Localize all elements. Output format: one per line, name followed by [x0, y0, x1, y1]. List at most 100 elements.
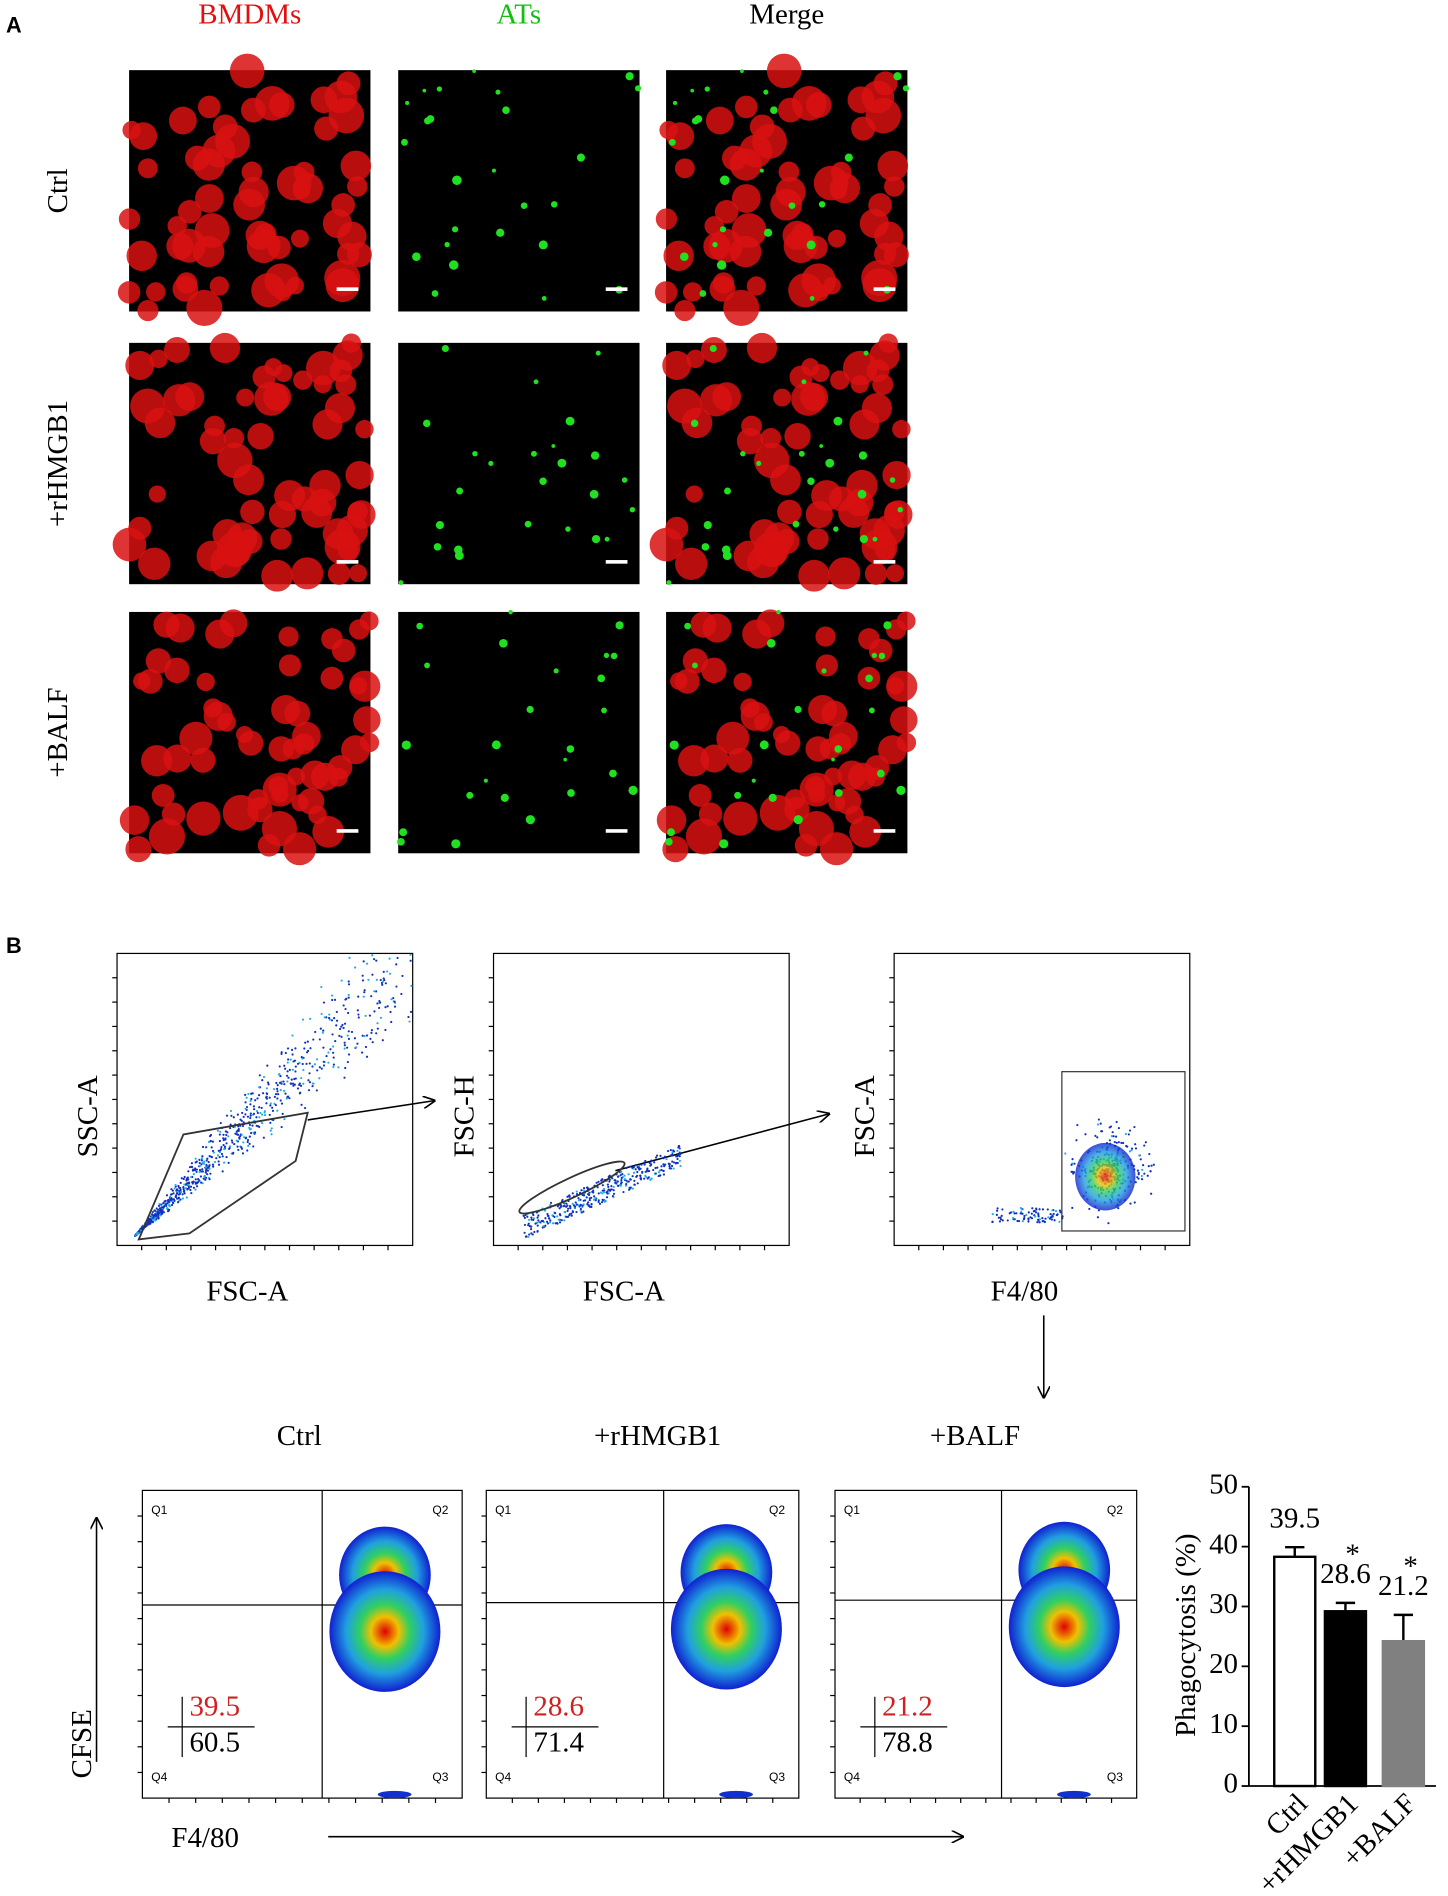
event	[308, 1072, 311, 1075]
event	[292, 1084, 295, 1087]
event	[288, 1097, 291, 1100]
cell	[337, 539, 359, 561]
event	[329, 1048, 332, 1051]
event	[999, 1218, 1003, 1221]
event	[536, 1229, 539, 1233]
event	[339, 1027, 342, 1031]
column-header: ATs	[497, 0, 542, 31]
event	[545, 1220, 549, 1223]
cell	[830, 370, 850, 390]
event	[669, 1148, 672, 1152]
event	[679, 1164, 682, 1168]
quadrant-label: Q4	[844, 1770, 860, 1784]
bead	[466, 791, 474, 799]
event	[568, 1214, 571, 1217]
event	[335, 1019, 339, 1022]
event	[371, 1041, 374, 1044]
event	[1126, 1145, 1129, 1148]
scale-bar	[873, 829, 896, 833]
event	[182, 1177, 185, 1181]
cell	[723, 801, 758, 836]
event	[530, 1216, 533, 1219]
cell	[731, 184, 761, 213]
cell	[177, 199, 202, 224]
event	[1099, 1122, 1102, 1125]
event	[574, 1201, 577, 1204]
event	[675, 1155, 678, 1158]
event	[1058, 1220, 1061, 1223]
event	[232, 1151, 235, 1154]
axis-label: FSC-H	[449, 1075, 481, 1157]
y-axis-label: Phagocytosis (%)	[1170, 1533, 1202, 1736]
event	[676, 1161, 679, 1165]
event	[643, 1177, 646, 1180]
cell	[137, 668, 163, 694]
bead	[567, 789, 575, 797]
event	[198, 1168, 202, 1172]
bead	[435, 521, 444, 530]
event	[363, 991, 366, 994]
event	[250, 1131, 253, 1135]
cell	[141, 745, 173, 777]
event	[147, 1221, 150, 1224]
axis-label: SSC-A	[72, 1075, 104, 1157]
event	[1070, 1163, 1073, 1166]
cell	[212, 114, 238, 140]
event	[280, 1102, 284, 1105]
bead	[798, 450, 805, 457]
event	[243, 1136, 246, 1139]
bead	[858, 451, 868, 460]
event	[559, 1214, 562, 1217]
event	[246, 1149, 249, 1152]
cell	[332, 340, 363, 371]
cell	[733, 672, 752, 692]
event	[592, 1198, 596, 1201]
bead	[491, 168, 496, 173]
event	[1117, 1126, 1120, 1130]
axis-label: FSC-A	[583, 1275, 665, 1307]
quadrant-label: Q4	[151, 1770, 167, 1784]
event	[672, 1167, 675, 1170]
event	[1129, 1202, 1132, 1205]
bead	[416, 622, 424, 630]
event	[557, 1218, 560, 1221]
event	[227, 1161, 230, 1164]
event	[540, 1219, 543, 1223]
cell	[824, 767, 842, 786]
event	[300, 1103, 303, 1106]
cell	[828, 557, 861, 590]
bead	[876, 769, 885, 778]
event	[636, 1182, 639, 1185]
event	[527, 1224, 530, 1227]
cell	[125, 836, 152, 863]
cell	[223, 427, 245, 449]
event	[611, 1177, 614, 1180]
event	[639, 1177, 642, 1180]
event	[676, 1149, 679, 1152]
event	[346, 1034, 349, 1037]
event	[206, 1169, 210, 1172]
event	[530, 1228, 533, 1231]
event	[255, 1124, 258, 1127]
micrograph	[119, 609, 381, 866]
event	[546, 1212, 549, 1216]
event	[571, 1192, 574, 1195]
event	[346, 1046, 349, 1049]
event	[205, 1146, 208, 1149]
cell	[340, 150, 372, 182]
event	[318, 1066, 321, 1069]
event	[237, 1148, 240, 1152]
event	[597, 1180, 600, 1183]
event	[568, 1204, 572, 1208]
event	[1115, 1120, 1118, 1124]
event	[586, 1203, 589, 1206]
event	[559, 1205, 563, 1208]
event	[269, 1104, 272, 1107]
event	[230, 1139, 233, 1142]
event	[230, 1114, 233, 1117]
event	[668, 1167, 671, 1170]
event	[240, 1146, 243, 1149]
event	[150, 1216, 153, 1219]
event	[225, 1156, 228, 1159]
bead	[691, 117, 700, 125]
